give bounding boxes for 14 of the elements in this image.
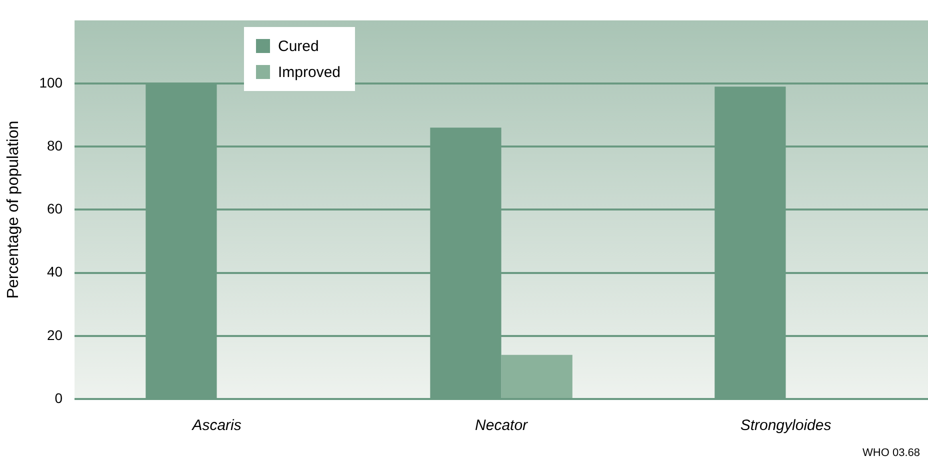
y-tick-label: 20 [46,326,63,343]
legend-label: Improved [278,64,341,80]
y-axis-title: Percentage of population [5,120,22,299]
legend-label: Cured [278,38,319,54]
text: WHO 03.68 [862,447,920,459]
y-tick-label: 60 [46,200,63,217]
y-tick-label: 40 [46,264,63,280]
x-tick-label: Ascaris [191,417,242,434]
y-tick-label: 100 [39,74,63,90]
y-tick-label: 0 [54,390,63,406]
x-tick-label: Necator [475,417,529,434]
x-tick-label: Strongyloides [740,417,832,434]
bar [501,354,572,398]
y-tick-label: 80 [46,137,63,154]
